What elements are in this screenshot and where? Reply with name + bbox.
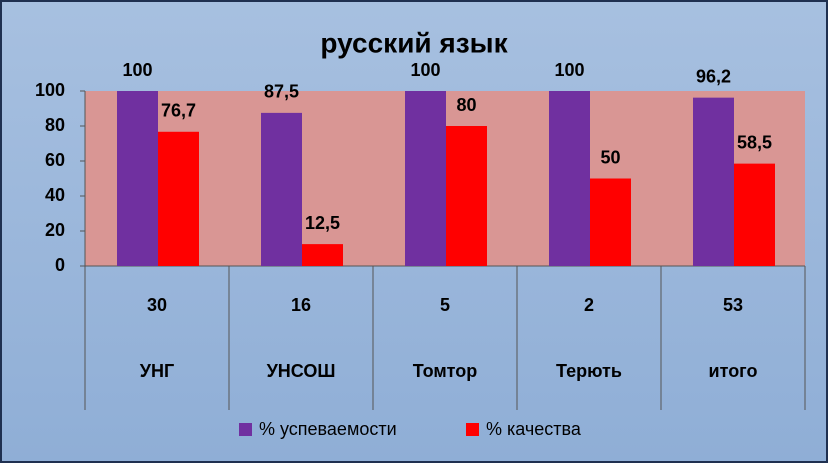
value-label: 50	[600, 147, 620, 167]
y-tick-label: 20	[45, 220, 65, 240]
x-tick-label: итого	[709, 361, 758, 381]
x-tick-sublabel: 16	[291, 295, 311, 315]
x-tick-label: Томтор	[413, 361, 478, 381]
legend-label: % качества	[486, 419, 582, 439]
value-label: 87,5	[264, 82, 299, 102]
value-label: 100	[554, 60, 584, 80]
y-tick-label: 100	[35, 80, 65, 100]
bar	[693, 97, 734, 267]
value-label: 58,5	[737, 132, 772, 152]
x-tick-label: Терють	[556, 361, 622, 381]
bar	[590, 178, 631, 266]
value-label: 96,2	[696, 66, 731, 86]
y-tick-label: 0	[55, 255, 65, 275]
legend-label: % успеваемости	[259, 419, 397, 439]
x-tick-label: УНСОШ	[267, 361, 336, 381]
x-tick-sublabel: 5	[440, 295, 450, 315]
value-label: 12,5	[305, 213, 340, 233]
value-label: 76,7	[161, 101, 196, 121]
value-label: 80	[456, 95, 476, 115]
legend-swatch	[466, 423, 479, 436]
y-tick-label: 60	[45, 150, 65, 170]
y-tick-label: 80	[45, 115, 65, 135]
value-label: 100	[410, 60, 440, 80]
x-tick-sublabel: 2	[584, 295, 594, 315]
y-tick-label: 40	[45, 185, 65, 205]
x-tick-sublabel: 53	[723, 295, 743, 315]
bar	[117, 91, 158, 266]
bar	[158, 131, 199, 266]
legend-swatch	[239, 423, 252, 436]
bar	[302, 244, 343, 266]
bar	[549, 91, 590, 266]
chart-title: русский язык	[320, 27, 508, 58]
bar	[261, 112, 302, 266]
x-tick-label: УНГ	[140, 361, 174, 381]
value-label: 100	[122, 60, 152, 80]
bar	[446, 126, 487, 266]
x-tick-sublabel: 30	[147, 295, 167, 315]
bar	[734, 163, 775, 266]
bar	[405, 91, 446, 266]
